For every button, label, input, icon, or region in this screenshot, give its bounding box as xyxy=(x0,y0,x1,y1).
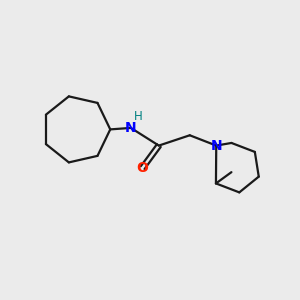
Text: O: O xyxy=(137,161,148,175)
Text: N: N xyxy=(125,121,137,135)
Text: H: H xyxy=(134,110,142,123)
Text: N: N xyxy=(210,139,222,153)
